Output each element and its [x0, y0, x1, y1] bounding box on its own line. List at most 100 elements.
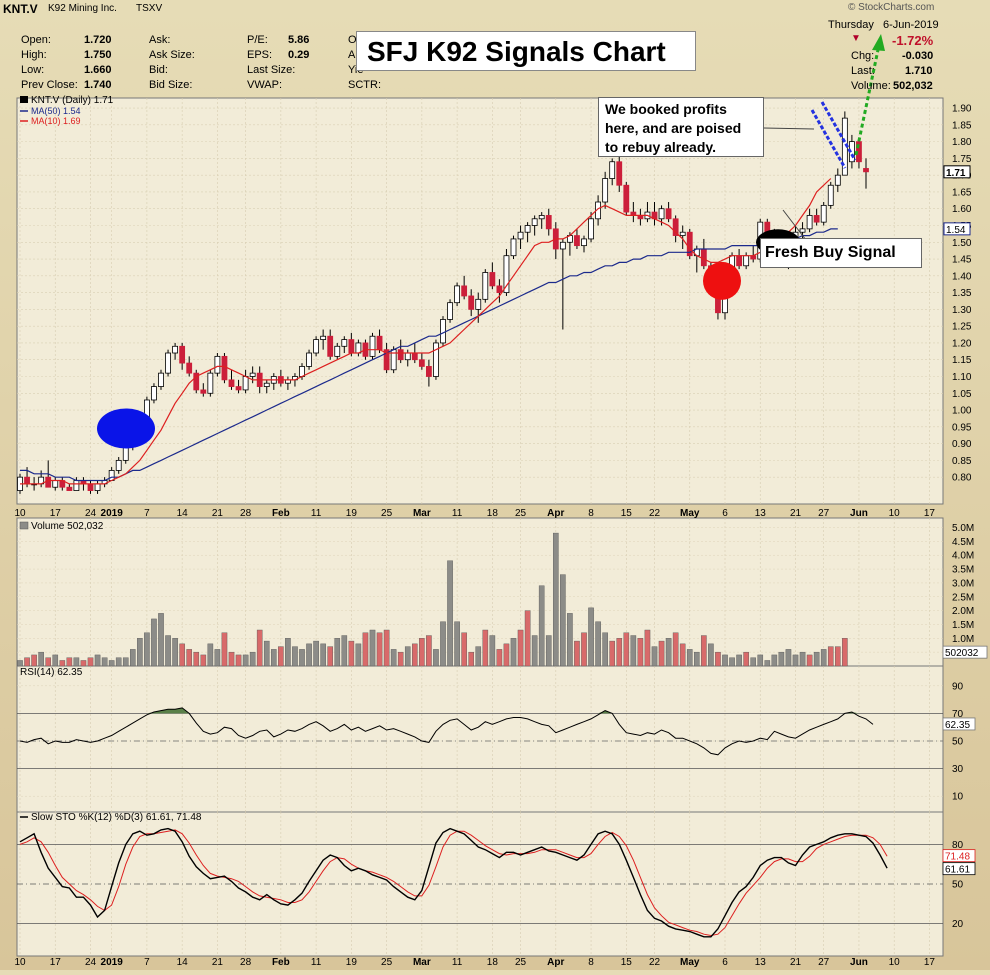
volume-bar [207, 643, 214, 667]
volume-bar [827, 646, 834, 667]
ma10-legend-label: MA(10) 1.69 [31, 116, 81, 126]
volume-bar [799, 651, 806, 667]
candle-body [73, 480, 80, 491]
volume-title: Volume 502,032 [31, 521, 104, 532]
volume-bar [376, 632, 383, 667]
rsi-line [19, 707, 874, 756]
pct-change: -1.72% [892, 33, 934, 48]
candle-body [383, 349, 390, 371]
candle-body [52, 480, 59, 488]
sto-x-tick: 7 [144, 957, 150, 968]
volume-bar [285, 638, 291, 667]
candle-body [263, 382, 270, 387]
rsi-y-tick: 10 [952, 792, 964, 803]
price-x-tick: 11 [311, 508, 322, 519]
quote-open-value: 1.720 [84, 34, 112, 46]
volume-bar [503, 643, 510, 667]
watermark: © StockCharts.com [848, 2, 935, 13]
candle-body [179, 345, 186, 364]
sto-x-tick: 11 [311, 957, 322, 968]
volume-bar [158, 613, 164, 667]
volume-label: Volume: [851, 80, 891, 92]
volume-bar [616, 638, 623, 667]
sto-x-tick: 25 [515, 957, 527, 968]
candle-body [376, 335, 383, 351]
quote-low-value: 1.660 [84, 64, 112, 76]
candle-body [425, 366, 432, 377]
volume-bar [538, 585, 545, 667]
candle-body [503, 255, 510, 294]
sto-x-tick: 21 [790, 957, 802, 968]
buy-signal-pointer [782, 209, 807, 241]
price-y-tick: 1.40 [952, 271, 972, 282]
candle-body [207, 372, 214, 394]
price-x-tick: 11 [452, 508, 463, 519]
volume-bar [489, 635, 496, 667]
candle-body [799, 228, 806, 233]
candle-body [94, 483, 101, 491]
volume-bar [651, 646, 658, 667]
volume-bar [496, 649, 503, 667]
sto-x-tick: 6 [722, 957, 728, 968]
volume-bar [235, 654, 242, 667]
down-arrow-icon: ▼ [851, 33, 861, 44]
rsi-y-tick: 70 [952, 709, 964, 720]
volume-bar [715, 651, 721, 667]
price-y-tick: 1.00 [952, 406, 972, 417]
volume-bar [447, 560, 453, 667]
volume-bar [94, 654, 101, 667]
volume-bar [306, 643, 312, 667]
sto-x-tick: 13 [755, 957, 767, 968]
quote-eps-label: EPS: [247, 49, 273, 61]
volume-bar [461, 632, 467, 667]
volume-bar [475, 646, 482, 667]
volume-bar [214, 649, 221, 667]
candle-body [679, 231, 686, 236]
last-label: Last: [851, 65, 875, 77]
sto-x-tick: 10 [14, 957, 26, 968]
rsi-title: RSI(14) 62.35 [20, 667, 83, 678]
candle-body [186, 362, 193, 374]
volume-bar [59, 660, 66, 667]
volume-bar [73, 657, 80, 667]
price-x-tick: 27 [818, 508, 830, 519]
price-y-tick: 1.35 [952, 288, 972, 299]
candle-body [115, 459, 122, 471]
volume-bar [108, 660, 115, 667]
volume-y-tick: 2.5M [952, 592, 974, 603]
volume-bar [524, 610, 531, 667]
candle-body [66, 486, 73, 491]
volume-bar [560, 574, 566, 667]
sto-x-tick: 2019 [101, 957, 124, 968]
projection-arrow-shaft [854, 44, 881, 156]
volume-bar [137, 638, 143, 667]
sto-y-tick: 50 [952, 880, 964, 891]
volume-bar [644, 629, 651, 667]
candle-body [306, 352, 312, 367]
volume-bar [722, 654, 728, 667]
price-x-tick: 13 [755, 508, 767, 519]
price-y-tick: 1.05 [952, 389, 972, 400]
volume-bar [729, 657, 735, 667]
candle-body [440, 319, 446, 344]
last-price-label: 1.71 [946, 168, 966, 179]
candle-body [538, 215, 545, 220]
profits-callout-line-2: here, and are poised [605, 120, 742, 136]
volume-bar [736, 654, 742, 667]
candle-body [404, 352, 411, 361]
price-x-tick: 19 [346, 508, 358, 519]
candle-body [863, 168, 869, 173]
candle-body [609, 161, 616, 179]
price-y-tick: 1.50 [952, 238, 972, 249]
price-y-tick: 0.80 [952, 473, 972, 484]
volume-bar [764, 660, 771, 667]
quote-prevclose-label: Prev Close: [21, 79, 78, 91]
quote-low-label: Low: [21, 64, 45, 76]
candle-body [736, 255, 742, 267]
volume-bar [313, 640, 319, 667]
candle-body [482, 272, 489, 300]
volume-bar [122, 657, 129, 667]
candle-body [122, 446, 129, 461]
price-legend-label: KNT.V (Daily) 1.71 [31, 95, 114, 106]
